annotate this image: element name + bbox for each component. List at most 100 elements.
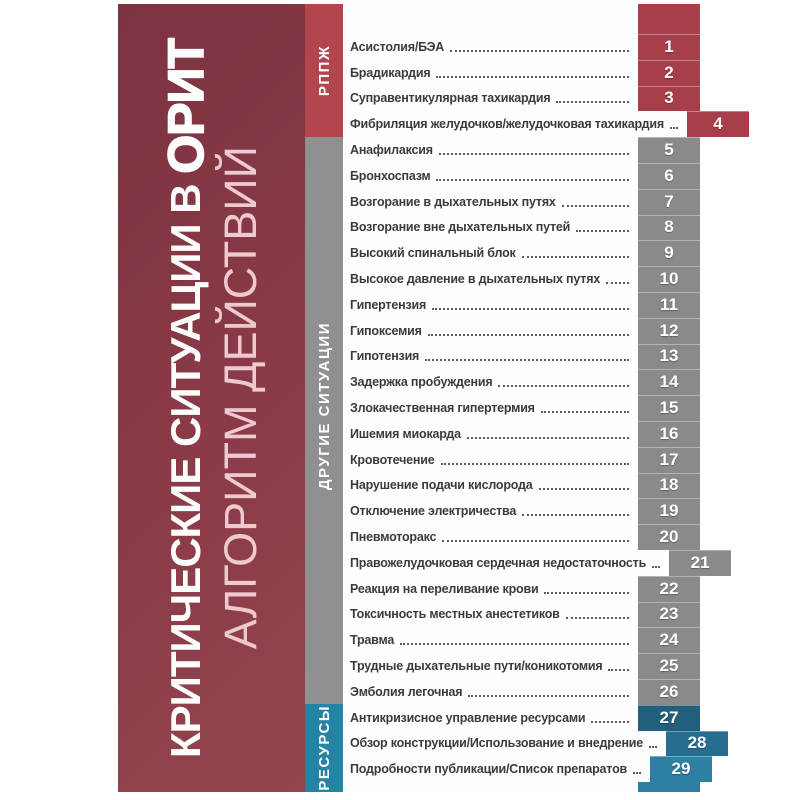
toc-item-title: Эмболия легочная [350,684,463,699]
page-number-tab: 18 [638,472,700,499]
page-number-tab: 2 [638,59,700,86]
toc-row: Гипотензия 13 [343,343,700,370]
page-number-tab: 11 [638,291,700,318]
toc-row: Анафилаксия 5 [343,137,700,163]
toc-item-title: Подробности публикации/Список препаратов [350,762,627,777]
toc-row: Гипоксемия 12 [343,317,700,344]
dotted-leader [608,669,629,672]
dotted-leader [436,178,629,181]
page-number-tab: 10 [638,266,700,292]
toc-item-title: Гипоксемия [350,323,422,338]
toc-item-title: Гипертензия [350,297,427,312]
page-number-tab: 4 [686,111,749,138]
dotted-leader [521,256,629,259]
toc-row: Задержка пробуждения 14 [343,369,700,396]
page-number-tab: 20 [638,524,700,550]
toc-row: Высокое давление в дыхательных путях 10 [343,266,700,292]
dotted-leader [442,540,629,543]
dotted-leader [591,720,629,723]
dotted-leader [540,411,629,414]
toc-list: Асистолия/БЭА 1 Брадикардия 2 Суправенти… [343,4,749,792]
toc-item-title: Асистолия/БЭА [350,39,445,54]
toc-row: Антикризисное управление ресурсами 27 [343,704,700,731]
section-strip-rppzh: РППЖ [305,4,343,137]
dotted-leader [522,514,629,517]
toc-row: Нарушение подачи кислорода 18 [343,472,700,499]
dotted-leader [438,153,629,156]
dotted-leader [538,488,629,491]
page-number-tab: 21 [669,549,732,576]
dotted-leader [400,643,629,646]
toc-item-title: Правожелудочковая сердечная недостаточно… [350,555,647,570]
page-number-tab: 14 [638,369,700,396]
page-number-tab: 26 [638,678,700,705]
toc-item-title: Анафилаксия [350,143,433,158]
toc-row: Обзор конструкции/Использование и внедре… [343,730,729,757]
dotted-leader [561,204,629,207]
page-number-tab: 7 [638,188,700,215]
page-number-tab: 13 [638,343,700,370]
toc-row: Кровотечение 17 [343,446,700,473]
dotted-leader [556,101,629,104]
toc-item-title: Антикризисное управление ресурсами [350,710,586,725]
page-number-tab: 9 [638,240,700,267]
page-number-tab: 16 [638,420,700,447]
page-number-tab: 27 [638,704,700,731]
cover-title-regular: КРИТИЧЕСКИЕ СИТУАЦИИ В [161,173,209,758]
page-number-tab: 3 [638,85,700,112]
section-strip: РППЖ ДРУГИЕ СИТУАЦИИ РЕСУРСЫ [305,4,343,792]
toc-row: Отключение электричества 19 [343,498,700,525]
page-number-tab: 29 [650,756,712,783]
toc-item-title: Высокий спинальный блок [350,246,516,261]
cover-titles: КРИТИЧЕСКИЕ СИТУАЦИИ В ОРИТ АЛГОРИТМ ДЕЙ… [118,4,305,792]
toc-row: Суправентикулярная тахикардия 3 [343,85,700,112]
toc-row: Токсичность местных анестетиков 23 [343,601,700,628]
cover-title: КРИТИЧЕСКИЕ СИТУАЦИИ В ОРИТ [157,38,215,758]
left-title-panel: КРИТИЧЕСКИЕ СИТУАЦИИ В ОРИТ АЛГОРИТМ ДЕЙ… [118,4,305,792]
toc-row: Трудные дыхательные пути/коникотомия 25 [343,653,700,679]
toc-item-title: Суправентикулярная тахикардия [350,91,551,106]
section-strip-resources: РЕСУРСЫ [305,704,343,792]
toc-row: Реакция на переливание крови 22 [343,575,700,602]
toc-row: Эмболия легочная 26 [343,678,700,705]
dotted-leader [466,436,629,439]
page-number-tab: 25 [638,653,700,679]
toc-item-title: Обзор конструкции/Использование и внедре… [350,736,644,751]
page-number-tab: 23 [638,601,700,628]
toc-item-title: Бронхоспазм [350,168,431,183]
page-number-tab: 17 [638,446,700,473]
toc-item-title: Нарушение подачи кислорода [350,478,533,493]
dotted-leader [425,359,629,362]
dotted-leader [440,462,629,465]
toc-row: Подробности публикации/Список препаратов… [343,756,712,783]
toc-item-title: Злокачественная гипертермия [350,401,535,416]
toc-row: Бронхоспазм 6 [343,162,700,189]
dotted-leader [498,385,629,388]
page-number-tab: 19 [638,498,700,525]
page-number-tab: 15 [638,395,700,421]
toc-item-title: Гипотензия [350,349,420,364]
dotted-leader [606,282,629,285]
page-number-tab: 22 [638,575,700,602]
tab-column-top-cap [638,4,700,34]
toc-item-title: Высокое давление в дыхательных путях [350,272,601,287]
toc-row: Возгорание вне дыхательных путей 8 [343,214,700,241]
toc-row: Правожелудочковая сердечная недостаточно… [343,549,732,576]
cover: КРИТИЧЕСКИЕ СИТУАЦИИ В ОРИТ АЛГОРИТМ ДЕЙ… [118,4,749,792]
toc-row: Травма 24 [343,627,700,654]
page-number-tab: 5 [638,137,700,163]
dotted-leader [649,746,658,749]
toc-item-title: Отключение электричества [350,504,517,519]
dotted-leader [669,127,678,130]
section-strip-other-label: ДРУГИЕ СИТУАЦИИ [315,322,333,491]
page-number-tab: 28 [666,730,729,757]
section-strip-other: ДРУГИЕ СИТУАЦИИ [305,137,343,704]
toc-row: Гипертензия 11 [343,291,700,318]
dotted-leader [576,230,629,233]
dotted-leader [652,565,661,568]
page-number-tab: 12 [638,317,700,344]
section-strip-rppzh-label: РППЖ [315,44,333,97]
dotted-leader [432,307,629,310]
dotted-leader [450,49,629,52]
